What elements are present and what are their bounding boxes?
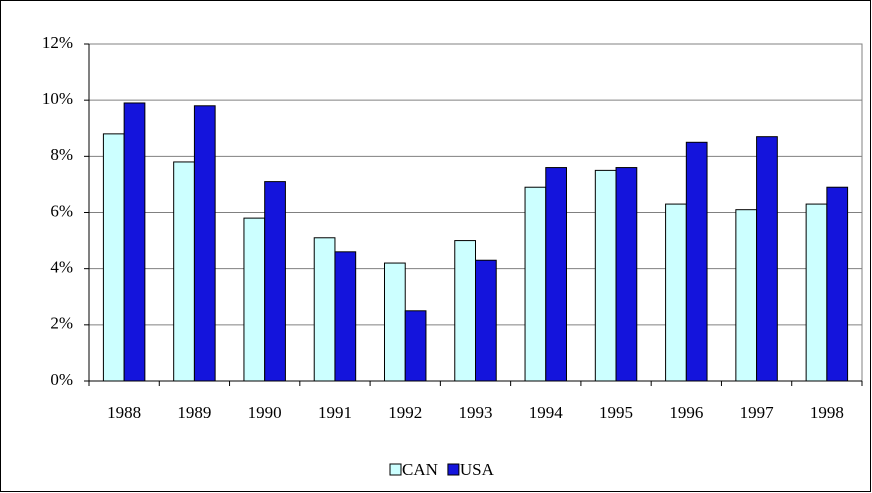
bar	[243, 217, 266, 382]
x-tick-label: 1992	[388, 403, 422, 422]
bar	[756, 136, 778, 382]
x-tick-label: 1991	[318, 403, 352, 422]
x-tick-label: 1990	[248, 403, 282, 422]
x-tick-label: 1994	[529, 403, 564, 422]
x-tick-label: 1995	[599, 403, 633, 422]
bar	[173, 161, 195, 382]
x-tick-label: 1998	[810, 403, 844, 422]
y-tick-label: 10%	[42, 89, 73, 108]
bar	[615, 167, 638, 382]
bar	[193, 105, 216, 382]
bar	[545, 167, 568, 382]
bar	[454, 240, 476, 382]
legend-swatch	[389, 463, 402, 476]
legend-swatch	[447, 463, 460, 476]
y-tick-label: 8%	[50, 145, 73, 164]
bar	[383, 262, 406, 382]
legend-label: USA	[460, 460, 495, 479]
bar	[594, 169, 617, 382]
bar	[264, 181, 286, 382]
y-tick-label: 4%	[50, 258, 73, 277]
bar	[404, 310, 427, 382]
bar	[665, 203, 687, 382]
bar	[685, 141, 708, 382]
y-tick-label: 2%	[50, 314, 73, 333]
x-tick-label: 1996	[669, 403, 703, 422]
bar	[826, 186, 849, 382]
bar	[524, 186, 547, 382]
bar	[475, 259, 497, 382]
bar	[334, 251, 357, 382]
bar	[805, 203, 828, 382]
legend-label: CAN	[402, 460, 438, 479]
x-tick-label: 1993	[459, 403, 493, 422]
y-tick-label: 0%	[50, 370, 73, 389]
bar	[313, 237, 336, 382]
y-tick-label: 6%	[50, 201, 73, 220]
bar	[123, 102, 146, 382]
y-tick-label: 12%	[42, 33, 73, 52]
x-tick-label: 1997	[740, 403, 775, 422]
x-tick-label: 1989	[177, 403, 211, 422]
x-tick-label: 1988	[107, 403, 141, 422]
bar	[102, 133, 125, 382]
bar	[735, 209, 758, 382]
